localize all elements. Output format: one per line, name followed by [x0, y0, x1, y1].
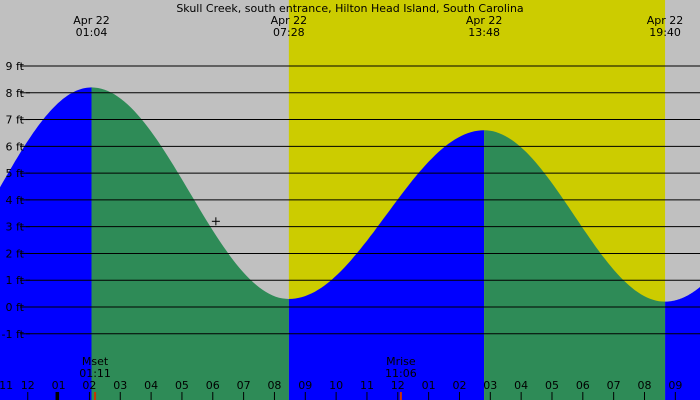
- y-gridlines: [26, 65, 700, 335]
- tide-date-label: Apr 22: [466, 14, 503, 27]
- midnight-marker: [55, 392, 59, 400]
- hour-tick-label: 01: [422, 379, 436, 392]
- y-tick-label: 8 ft: [6, 87, 25, 100]
- hour-tick-label: 03: [483, 379, 497, 392]
- y-tick-label: 3 ft: [6, 221, 25, 234]
- moon-event-time: 01:11: [79, 367, 111, 380]
- current-time-marker: [211, 217, 220, 226]
- chart-title: Skull Creek, south entrance, Hilton Head…: [176, 2, 523, 15]
- hour-tick-label: 09: [298, 379, 312, 392]
- tide-time-label: 13:48: [468, 26, 500, 39]
- x-axis: 11 12 01 02 03 04 05 06 07 08 09 10 11 12 01 02 03 04 05 06…: [0, 379, 682, 400]
- hour-tick-label: 12: [21, 379, 35, 392]
- y-axis: -1 ft 0 ft 1 ft 2 ft 3 ft 4 ft 5 ft 6 ft 7 ft 8 f…: [2, 60, 30, 341]
- hour-tick-label: 12: [391, 379, 405, 392]
- y-tick-label: 0 ft: [6, 301, 25, 314]
- tide-date-label: Apr 22: [647, 14, 684, 27]
- hour-tick-label: 02: [452, 379, 466, 392]
- falling-tide-segment: [91, 87, 289, 400]
- y-tick-label: 5 ft: [6, 167, 25, 180]
- y-tick-label: 2 ft: [6, 247, 25, 260]
- moon-event-label: Mset: [82, 355, 109, 368]
- tide-time-label: 07:28: [273, 26, 305, 39]
- hour-tick-label: 10: [329, 379, 343, 392]
- rising-tide-segment: [288, 130, 485, 400]
- hour-tick-label: 11: [0, 379, 13, 392]
- hour-tick-label: 08: [637, 379, 651, 392]
- moon-event-label: Mrise: [386, 355, 416, 368]
- tide-area: [0, 87, 700, 400]
- hour-tick-label: 07: [607, 379, 621, 392]
- y-tick-label: 1 ft: [6, 274, 25, 287]
- y-tick-label: -1 ft: [2, 328, 25, 341]
- y-tick-label: 4 ft: [6, 194, 25, 207]
- hour-tick-label: 04: [144, 379, 158, 392]
- hour-tick-label: 09: [668, 379, 682, 392]
- falling-tide-segment: [484, 130, 666, 400]
- hour-tick-label: 05: [175, 379, 189, 392]
- hour-tick-label: 03: [113, 379, 127, 392]
- hour-tick-label: 04: [514, 379, 528, 392]
- hour-tick-label: 06: [576, 379, 590, 392]
- hour-tick-label: 06: [206, 379, 220, 392]
- rising-tide-segment: [0, 87, 92, 400]
- tide-time-label: 01:04: [76, 26, 108, 39]
- hour-tick-label: 07: [237, 379, 251, 392]
- y-tick-label: 9 ft: [6, 60, 25, 73]
- hour-tick-label: 02: [82, 379, 96, 392]
- y-tick-label: 6 ft: [6, 140, 25, 153]
- tide-date-label: Apr 22: [73, 14, 110, 27]
- tide-time-label: 19:40: [649, 26, 681, 39]
- hour-tick-label: 11: [360, 379, 374, 392]
- hour-tick-label: 05: [545, 379, 559, 392]
- tide-date-label: Apr 22: [271, 14, 308, 27]
- moon-event-time: 11:06: [385, 367, 417, 380]
- y-tick-label: 7 ft: [6, 114, 25, 127]
- hour-tick-label: 08: [267, 379, 281, 392]
- hour-tick-label: 01: [52, 379, 66, 392]
- rising-tide-segment: [665, 287, 700, 400]
